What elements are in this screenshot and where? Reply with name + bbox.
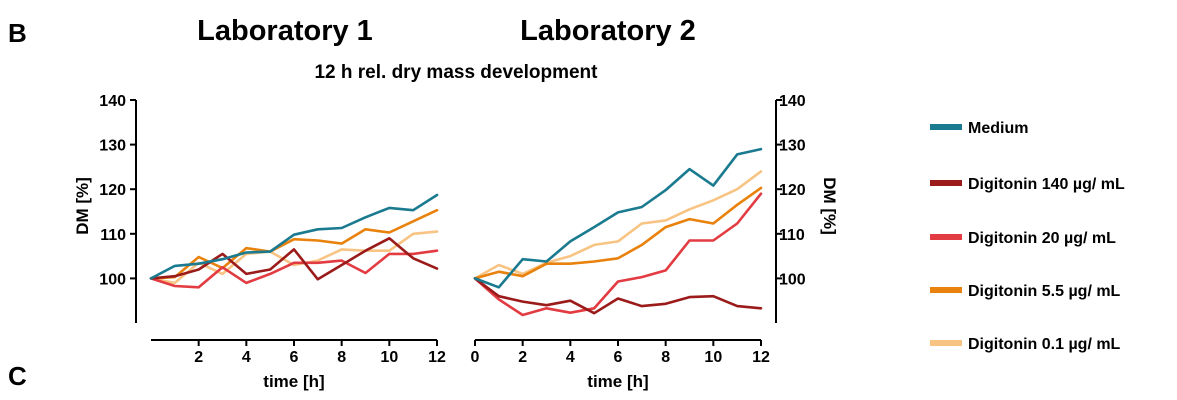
series-line-digitonin-5-5-g-ml-lab2 (473, 186, 763, 280)
legend-label-digitonin-20-g-ml: Digitonin 20 µg/ mL (968, 230, 1116, 247)
y-tick-label-lab1: 120 (99, 182, 126, 199)
x-tick-label-lab1: 10 (380, 349, 398, 366)
chart-title-lab1: Laboratory 1 (197, 15, 373, 47)
series-line-digitonin-20-g-ml-lab1 (149, 249, 439, 289)
legend: Medium Digitonin 140 µg/ mL Digitonin 20 µ… (930, 120, 1125, 353)
x-tick-label-lab1: 4 (242, 349, 251, 366)
legend-label-medium: Medium (968, 120, 1028, 137)
series-line-digitonin-0-1-g-ml-lab2 (473, 170, 763, 280)
series-line-digitonin-5-5-g-ml-lab1 (149, 208, 439, 280)
plot-area-lab1: 100 110 120 130 140 2 4 6 8 10 12 (99, 93, 446, 366)
y-tick-label-lab1: 100 (99, 271, 126, 288)
x-tick-label-lab1: 2 (194, 349, 203, 366)
panel-label-c: C (8, 361, 27, 391)
figure-subtitle: 12 h rel. dry mass development (314, 62, 598, 83)
panel-label-b: B (8, 18, 27, 48)
y-tick-label-lab1: 110 (100, 227, 126, 244)
x-tick-label-lab1: 12 (428, 349, 446, 366)
plot-area-lab2: 100 110 120 130 140 0 2 4 6 8 10 12 (471, 93, 806, 366)
x-tick-label-lab2: 0 (471, 349, 480, 366)
y-tick-label-lab2: 110 (779, 227, 805, 244)
legend-label-digitonin-140-g-ml: Digitonin 140 µg/ mL (968, 176, 1125, 193)
series-line-digitonin-140-g-ml-lab1 (149, 237, 439, 281)
chart-title-lab2: Laboratory 2 (520, 15, 696, 47)
legend-label-digitonin-5-5-g-ml: Digitonin 5.5 µg/ mL (968, 283, 1121, 300)
y-axis-label-lab2: DM [%] (820, 177, 839, 235)
x-axis-label-lab1: time [h] (263, 372, 324, 391)
y-tick-label-lab2: 100 (779, 271, 806, 288)
y-tick-label-lab2: 130 (779, 138, 806, 155)
y-tick-label-lab1: 140 (99, 93, 126, 110)
y-tick-label-lab1: 130 (99, 138, 126, 155)
series-line-medium-lab2 (473, 147, 763, 289)
x-tick-label-lab1: 8 (337, 349, 346, 366)
series-line-digitonin-20-g-ml-lab2 (473, 192, 763, 317)
y-tick-label-lab2: 120 (779, 182, 806, 199)
y-axis-label-lab1: DM [%] (73, 177, 92, 235)
x-axis-label-lab2: time [h] (587, 372, 648, 391)
legend-label-digitonin-0-1-g-ml: Digitonin 0.1 µg/ mL (968, 336, 1121, 353)
x-tick-label-lab1: 6 (290, 349, 299, 366)
x-tick-label-lab2: 8 (661, 349, 670, 366)
x-tick-label-lab2: 4 (566, 349, 575, 366)
x-tick-label-lab2: 12 (752, 349, 770, 366)
series-line-medium-lab1 (149, 193, 439, 280)
x-tick-label-lab2: 10 (704, 349, 722, 366)
series-line-digitonin-140-g-ml-lab2 (473, 277, 763, 315)
y-tick-label-lab2: 140 (779, 93, 806, 110)
x-tick-label-lab2: 6 (614, 349, 623, 366)
x-tick-label-lab2: 2 (518, 349, 527, 366)
